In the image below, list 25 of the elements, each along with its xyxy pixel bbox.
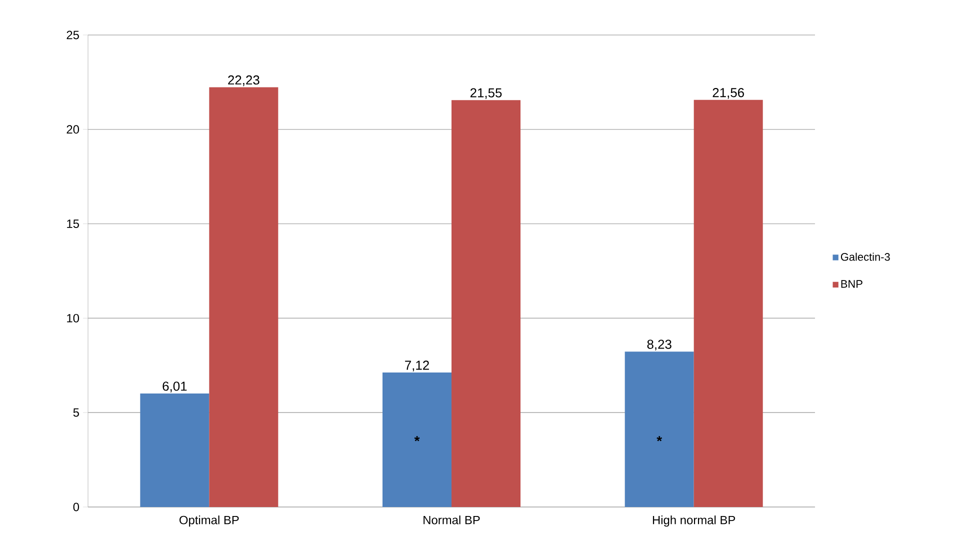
data-label: 21,56 bbox=[712, 88, 744, 99]
bar bbox=[694, 100, 763, 507]
bar bbox=[624, 352, 694, 507]
bar bbox=[209, 87, 278, 507]
legend-label: BNP bbox=[841, 280, 862, 288]
y-tick-label: 5 bbox=[73, 408, 79, 417]
y-tick-label: 25 bbox=[66, 30, 79, 40]
bar bbox=[382, 372, 452, 507]
x-tick-label: High normal BP bbox=[652, 516, 736, 527]
bar bbox=[140, 394, 210, 507]
data-label: 8,23 bbox=[647, 340, 672, 350]
x-tick-label: Optimal BP bbox=[180, 516, 239, 527]
bar bbox=[452, 100, 521, 507]
data-label: 22,23 bbox=[228, 75, 260, 86]
annotation: * bbox=[414, 436, 420, 442]
annotation: * bbox=[656, 436, 662, 442]
data-label: 21,55 bbox=[470, 88, 502, 99]
legend-label: Galectin-3 bbox=[840, 252, 890, 261]
y-tick-label: 0 bbox=[73, 502, 80, 512]
y-tick-label: 15 bbox=[67, 220, 79, 228]
x-tick-label: Normal BP bbox=[424, 516, 480, 524]
data-label: 6,01 bbox=[162, 382, 187, 392]
y-tick-label: 10 bbox=[67, 314, 80, 322]
y-tick-label: 20 bbox=[66, 125, 80, 134]
data-label: 7,12 bbox=[405, 360, 429, 372]
